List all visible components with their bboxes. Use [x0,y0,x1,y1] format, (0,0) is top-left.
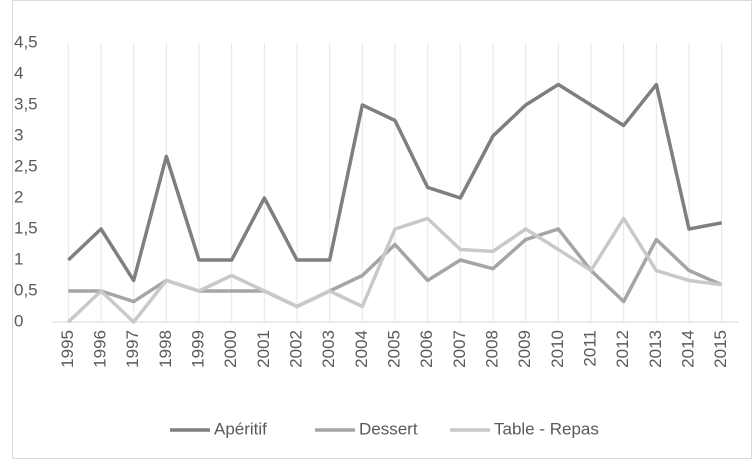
y-tick-label: 0 [14,311,23,330]
x-tick-label: 2015 [711,330,730,368]
legend-label: Apéritif [214,419,267,438]
x-tick-label: 1996 [90,330,109,368]
x-tick-label: 2011 [580,330,599,367]
legend-label: Dessert [359,419,418,438]
x-tick-label: 2008 [482,330,501,368]
y-tick-label: 2,5 [14,156,38,175]
legend-label: Table - Repas [494,419,599,438]
y-tick-label: 2 [14,187,23,206]
x-tick-label: 2006 [417,330,436,368]
x-tick-label: 2010 [548,330,567,368]
y-tick-label: 0,5 [14,280,38,299]
x-tick-label: 2004 [352,330,371,368]
x-tick-label: 2001 [254,330,273,368]
x-tick-label: 2012 [613,330,632,368]
series-line [67,82,722,283]
chart-frame [12,0,752,459]
y-tick-label: 4 [14,63,23,82]
x-tick-label: 2003 [319,330,338,368]
x-tick-label: 2009 [515,330,534,368]
x-tick-label: 1998 [156,330,175,368]
x-tick-label: 1999 [188,330,207,368]
x-tick-label: 2002 [286,330,305,368]
x-tick-label: 1995 [58,330,77,368]
y-tick-label: 3,5 [14,94,38,113]
x-tick-label: 1997 [123,330,142,368]
y-tick-label: 4,5 [14,32,38,51]
series-line [67,216,722,324]
x-tick-label: 2000 [221,330,240,368]
y-tick-label: 1,5 [14,218,38,237]
y-tick-label: 3 [14,125,23,144]
x-tick-label: 2014 [678,330,697,368]
x-tick-label: 2007 [450,330,469,368]
x-tick-label: 2013 [646,330,665,368]
y-tick-label: 1 [14,249,23,268]
x-tick-label: 2005 [384,330,403,368]
